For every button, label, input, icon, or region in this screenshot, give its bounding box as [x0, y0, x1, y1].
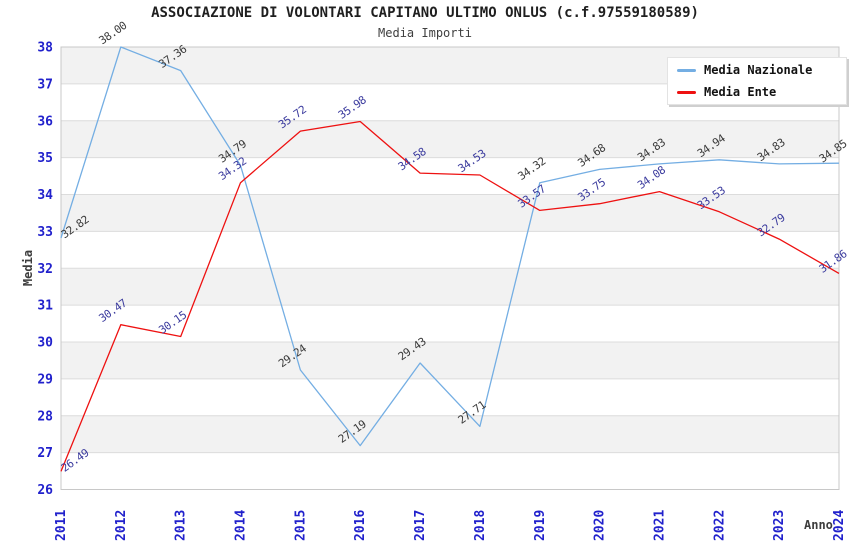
- plot-border: [60, 46, 840, 490]
- x-tick-label: 2011: [54, 510, 69, 541]
- x-tick-label: 2018: [473, 510, 488, 541]
- legend-label-media-ente: Media Ente: [704, 85, 777, 99]
- y-tick-label: 37: [37, 77, 53, 92]
- background-band: [61, 268, 839, 306]
- legend-line-swatch-icon: [677, 68, 696, 72]
- x-tick-label: 2020: [593, 510, 608, 541]
- data-label: 34.08: [635, 164, 668, 192]
- series-line-media-ente: [60, 120, 840, 472]
- y-tick-label: 33: [37, 225, 53, 240]
- y-tick-label: 30: [37, 336, 53, 351]
- legend-label-media-nazionale: Media Nazionale: [704, 63, 813, 77]
- background-band: [61, 342, 839, 379]
- y-tick-label: 29: [37, 372, 53, 387]
- x-tick-label: 2024: [832, 510, 847, 541]
- y-tick-label: 26: [37, 483, 53, 498]
- y-axis-title: Media: [21, 249, 35, 287]
- chart-subtitle: Media Importi: [378, 26, 472, 40]
- data-label: 30.15: [156, 308, 189, 336]
- data-label: 34.32: [515, 155, 548, 183]
- y-tick-label: 32: [37, 262, 53, 277]
- y-tick-label: 31: [37, 299, 53, 314]
- y-tick-label: 35: [37, 151, 53, 166]
- data-label: 35.98: [336, 94, 369, 122]
- x-tick-label: 2015: [293, 510, 308, 541]
- x-tick-label: 2012: [114, 510, 129, 541]
- y-tick-label: 28: [37, 409, 53, 424]
- y-tick-label: 34: [37, 188, 53, 203]
- legend-row-media-ente: Media Ente: [668, 82, 846, 102]
- y-tick-label: 38: [37, 41, 53, 56]
- x-tick-label: 2017: [413, 510, 428, 541]
- y-tick-label: 36: [37, 114, 53, 129]
- x-tick-label: 2014: [234, 510, 249, 541]
- x-axis-title: Anno: [804, 518, 833, 532]
- chart-title: ASSOCIAZIONE DI VOLONTARI CAPITANO ULTIM…: [151, 5, 699, 21]
- x-tick-label: 2016: [353, 510, 368, 541]
- x-tick-label: 2022: [712, 510, 727, 541]
- legend-line-swatch-icon: [677, 90, 696, 94]
- x-tick-label: 2013: [174, 510, 189, 541]
- x-tick-label: 2021: [652, 510, 667, 541]
- x-tick-label: 2019: [533, 510, 548, 541]
- background-band: [61, 415, 839, 453]
- y-tick-label: 27: [37, 446, 53, 461]
- legend-box: Media Nazionale Media Ente: [667, 57, 847, 105]
- background-band: [61, 120, 839, 158]
- series-line-media-nazionale: [60, 46, 840, 447]
- background-band: [61, 194, 839, 232]
- legend-row-media-nazionale: Media Nazionale: [668, 60, 846, 80]
- x-tick-label: 2023: [772, 510, 787, 541]
